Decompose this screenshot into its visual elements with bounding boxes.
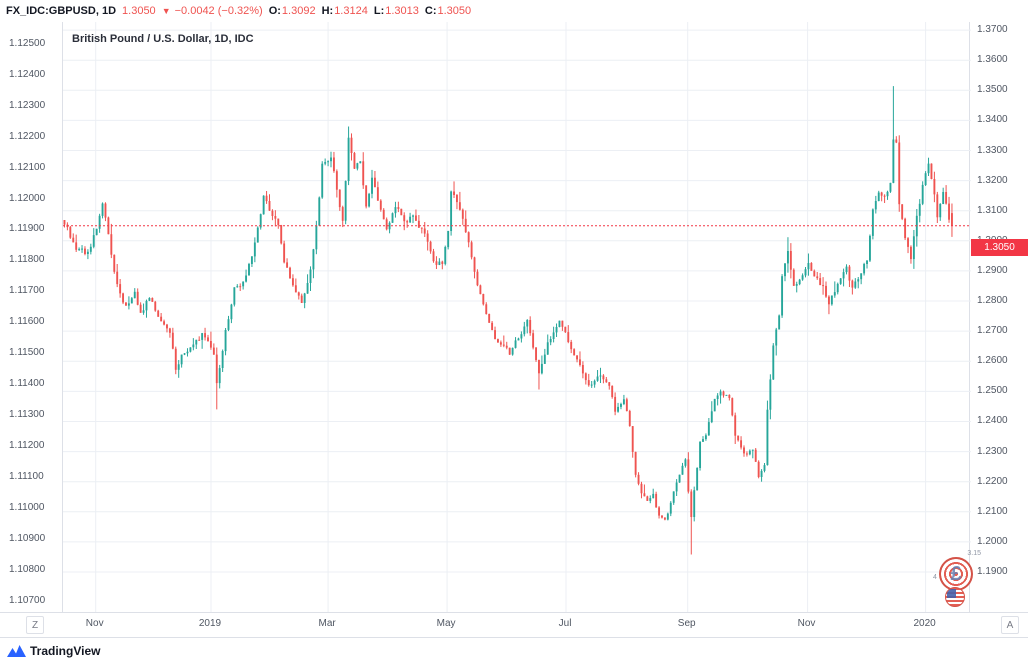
timezone-button[interactable]: Z bbox=[26, 616, 44, 634]
low-label: L: bbox=[373, 5, 385, 17]
right-price-axis[interactable]: 1.3700 1.3600 1.3500 1.3400 1.3300 1.3200 1.31… bbox=[971, 22, 1028, 612]
close-value: 1.3050 bbox=[437, 5, 472, 17]
right-axis-label: 1.2400 bbox=[977, 415, 1008, 427]
left-axis-label: 1.11800 bbox=[9, 254, 45, 266]
candles-svg bbox=[63, 22, 971, 612]
flag-coin-icon bbox=[945, 587, 965, 607]
left-axis-label: 1.10900 bbox=[9, 532, 46, 544]
pound-symbol: £ bbox=[950, 563, 962, 585]
time-axis-label: Nov bbox=[797, 618, 816, 629]
left-axis-label: 1.11600 bbox=[9, 316, 45, 328]
right-axis-label: 1.2200 bbox=[977, 475, 1008, 487]
auto-scale-button[interactable]: A bbox=[1001, 616, 1019, 634]
right-axis-label: 1.2900 bbox=[977, 264, 1008, 276]
right-axis-label: 1.2300 bbox=[977, 445, 1008, 457]
time-axis-label: 2020 bbox=[913, 618, 936, 629]
watermark-value-side: 4 bbox=[933, 574, 937, 581]
left-axis-label: 1.11400 bbox=[9, 378, 45, 390]
left-price-axis[interactable]: 1.12500 1.12400 1.12300 1.12200 1.12100 1.120… bbox=[0, 22, 62, 612]
open-label: O: bbox=[268, 5, 281, 17]
left-axis-label: 1.11200 bbox=[9, 440, 45, 452]
down-arrow-icon: ▼ bbox=[161, 6, 171, 16]
left-axis-label: 1.10800 bbox=[9, 563, 46, 575]
right-axis-label: 1.3200 bbox=[977, 174, 1008, 186]
low-value: 1.3013 bbox=[385, 5, 419, 17]
high-value: 1.3124 bbox=[334, 5, 368, 17]
time-axis[interactable]: Nov 2019 Mar May Jul Sep Nov 2020 Z A bbox=[0, 612, 1028, 637]
tradingview-brand[interactable]: TradingView bbox=[30, 643, 101, 658]
right-axis-label: 1.2700 bbox=[977, 325, 1008, 337]
time-axis-label: Jul bbox=[558, 618, 572, 629]
right-axis-label: 1.2500 bbox=[977, 385, 1008, 397]
poundsterlinglive-watermark: 3.15 4 £ bbox=[933, 550, 983, 608]
time-axis-label: Sep bbox=[677, 618, 696, 629]
footer: TradingView bbox=[0, 637, 1028, 663]
chart-title: British Pound / U.S. Dollar, 1D, IDC bbox=[72, 33, 254, 45]
left-axis-label: 1.12200 bbox=[9, 130, 46, 142]
left-axis-label: 1.11700 bbox=[9, 285, 45, 297]
time-axis-label: 2019 bbox=[198, 618, 222, 629]
close-label: C: bbox=[424, 5, 437, 17]
time-axis-label: Mar bbox=[318, 618, 336, 629]
price-change: −0.0042 (−0.32%) bbox=[174, 5, 263, 17]
right-axis-label: 1.2000 bbox=[977, 535, 1008, 547]
right-axis-label: 1.2600 bbox=[977, 355, 1008, 367]
chart-region: British Pound / U.S. Dollar, 1D, IDC 3.1… bbox=[0, 22, 1028, 612]
watermark-value-top: 3.15 bbox=[967, 550, 981, 557]
right-axis-label: 1.3300 bbox=[977, 144, 1008, 156]
right-axis-label: 1.3500 bbox=[977, 84, 1008, 96]
left-axis-label: 1.11900 bbox=[9, 223, 45, 235]
last-price-badge: 1.3050 bbox=[971, 239, 1028, 257]
flag-canton bbox=[947, 589, 956, 598]
high-label: H: bbox=[321, 5, 334, 17]
right-axis-label: 1.3400 bbox=[977, 114, 1008, 126]
symbol-title[interactable]: FX_IDC:GBPUSD, 1D bbox=[6, 5, 117, 17]
tradingview-logo-icon[interactable] bbox=[7, 644, 26, 658]
left-axis-label: 1.12400 bbox=[9, 68, 46, 80]
candlestick-plot[interactable]: British Pound / U.S. Dollar, 1D, IDC 3.1… bbox=[62, 22, 981, 612]
time-axis-label: May bbox=[436, 618, 456, 629]
left-axis-label: 1.11000 bbox=[9, 501, 45, 513]
left-axis-label: 1.12100 bbox=[9, 161, 46, 173]
left-axis-label: 1.11500 bbox=[9, 347, 45, 359]
right-axis-label: 1.2100 bbox=[977, 505, 1008, 517]
right-axis-label: 1.3100 bbox=[977, 204, 1008, 216]
symbol-info-bar: FX_IDC:GBPUSD, 1D 1.3050 ▼ −0.0042 (−0.3… bbox=[0, 0, 1028, 22]
left-axis-label: 1.10700 bbox=[9, 594, 46, 606]
right-axis-label: 1.2800 bbox=[977, 295, 1008, 307]
left-axis-label: 1.12000 bbox=[9, 192, 46, 204]
right-axis-label: 1.3700 bbox=[977, 24, 1008, 36]
pound-coin-icon: £ bbox=[939, 557, 973, 591]
left-axis-label: 1.12500 bbox=[9, 37, 46, 49]
right-axis-label: 1.3600 bbox=[977, 54, 1008, 66]
left-axis-label: 1.11100 bbox=[9, 471, 44, 483]
time-axis-label: Nov bbox=[85, 618, 104, 629]
left-axis-label: 1.11300 bbox=[9, 409, 45, 421]
right-axis-label: 1.1900 bbox=[977, 565, 1008, 577]
open-value: 1.3092 bbox=[281, 5, 316, 17]
time-axis-labels: Nov 2019 Mar May Jul Sep Nov 2020 bbox=[62, 613, 970, 638]
left-axis-label: 1.12300 bbox=[9, 99, 46, 111]
last-price: 1.3050 bbox=[122, 5, 156, 17]
